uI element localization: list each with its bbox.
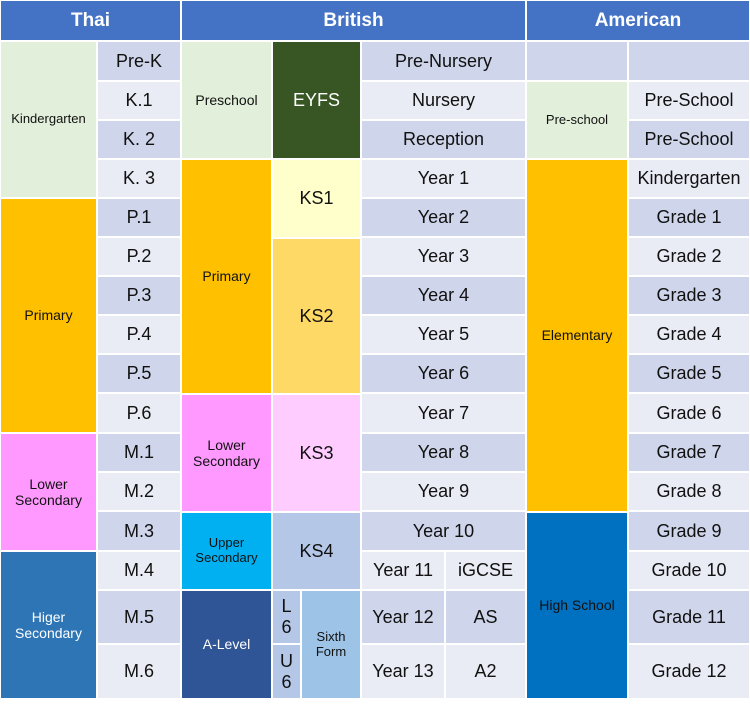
british-year: Year 9 <box>361 472 526 511</box>
thai-grade: M.1 <box>97 433 181 472</box>
british-year: Pre-Nursery <box>361 41 526 81</box>
american-grade-empty <box>628 41 750 81</box>
thai-stage-primary: Primary <box>0 198 97 433</box>
american-grade: Grade 9 <box>628 511 750 551</box>
header-thai: Thai <box>0 0 181 41</box>
british-keystage-ks2: KS2 <box>272 238 361 394</box>
thai-grade: M.2 <box>97 472 181 511</box>
american-stage-preschool: Pre-school <box>526 81 628 159</box>
thai-grade: P.3 <box>97 276 181 315</box>
british-stage-a-level: A-Level <box>181 590 272 699</box>
british-sixth-form: Sixth Form <box>301 590 361 699</box>
thai-grade: P.6 <box>97 393 181 433</box>
british-year: Year 3 <box>361 237 526 276</box>
british-year: Year 13 <box>361 644 445 699</box>
thai-grade: M.3 <box>97 511 181 551</box>
british-year: Year 12 <box>361 590 445 644</box>
british-exam-igcse: iGCSE <box>445 551 526 590</box>
british-keystage-l6: L 6 <box>272 590 301 644</box>
american-stage-high-school: High School <box>526 512 628 699</box>
american-grade: Grade 8 <box>628 472 750 511</box>
thai-grade: Pre-K <box>97 41 181 81</box>
british-year: Nursery <box>361 81 526 120</box>
british-year: Year 11 <box>361 551 445 590</box>
thai-grade: M.4 <box>97 551 181 590</box>
british-year: Year 1 <box>361 159 526 198</box>
thai-grade: K. 2 <box>97 120 181 159</box>
british-keystage-ks3: KS3 <box>272 394 361 512</box>
american-grade: Grade 3 <box>628 276 750 315</box>
american-grade: Grade 10 <box>628 551 750 590</box>
american-grade: Grade 2 <box>628 237 750 276</box>
british-year: Year 6 <box>361 354 526 393</box>
british-exam-a2: A2 <box>445 644 526 699</box>
american-grade: Grade 5 <box>628 354 750 393</box>
british-year: Reception <box>361 120 526 159</box>
american-grade: Grade 12 <box>628 644 750 699</box>
american-grade: Kindergarten <box>628 159 750 198</box>
thai-grade: M.6 <box>97 644 181 699</box>
american-grade: Grade 1 <box>628 198 750 237</box>
thai-grade: P.1 <box>97 198 181 237</box>
british-stage-lower-secondary: Lower Secondary <box>181 394 272 512</box>
american-stage-empty <box>526 41 628 81</box>
thai-stage-higher-secondary: Higer Secondary <box>0 551 97 699</box>
thai-grade: M.5 <box>97 590 181 644</box>
british-year: Year 5 <box>361 315 526 354</box>
american-grade: Grade 7 <box>628 433 750 472</box>
british-year: Year 10 <box>361 511 526 551</box>
british-year: Year 7 <box>361 393 526 433</box>
american-grade: Pre-School <box>628 120 750 159</box>
american-grade: Grade 6 <box>628 393 750 433</box>
header-british: British <box>181 0 526 41</box>
thai-stage-kindergarten: Kindergarten <box>0 41 97 198</box>
british-keystage-ks1: KS1 <box>272 159 361 238</box>
thai-grade: K. 3 <box>97 159 181 198</box>
thai-grade: K.1 <box>97 81 181 120</box>
british-keystage-eyfs: EYFS <box>272 41 361 159</box>
british-year: Year 2 <box>361 198 526 237</box>
thai-grade: P.2 <box>97 237 181 276</box>
british-keystage-u6: U 6 <box>272 644 301 699</box>
british-exam-as: AS <box>445 590 526 644</box>
british-year: Year 4 <box>361 276 526 315</box>
thai-grade: P.5 <box>97 354 181 393</box>
british-stage-upper-secondary: Upper Secondary <box>181 512 272 590</box>
thai-stage-lower-secondary: Lower Secondary <box>0 433 97 551</box>
american-grade: Grade 4 <box>628 315 750 354</box>
header-american: American <box>526 0 750 41</box>
british-stage-primary: Primary <box>181 159 272 394</box>
american-grade: Pre-School <box>628 81 750 120</box>
british-keystage-ks4: KS4 <box>272 512 361 590</box>
thai-grade: P.4 <box>97 315 181 354</box>
american-stage-elementary: Elementary <box>526 159 628 512</box>
british-year: Year 8 <box>361 433 526 472</box>
american-grade: Grade 11 <box>628 590 750 644</box>
british-stage-preschool: Preschool <box>181 41 272 159</box>
